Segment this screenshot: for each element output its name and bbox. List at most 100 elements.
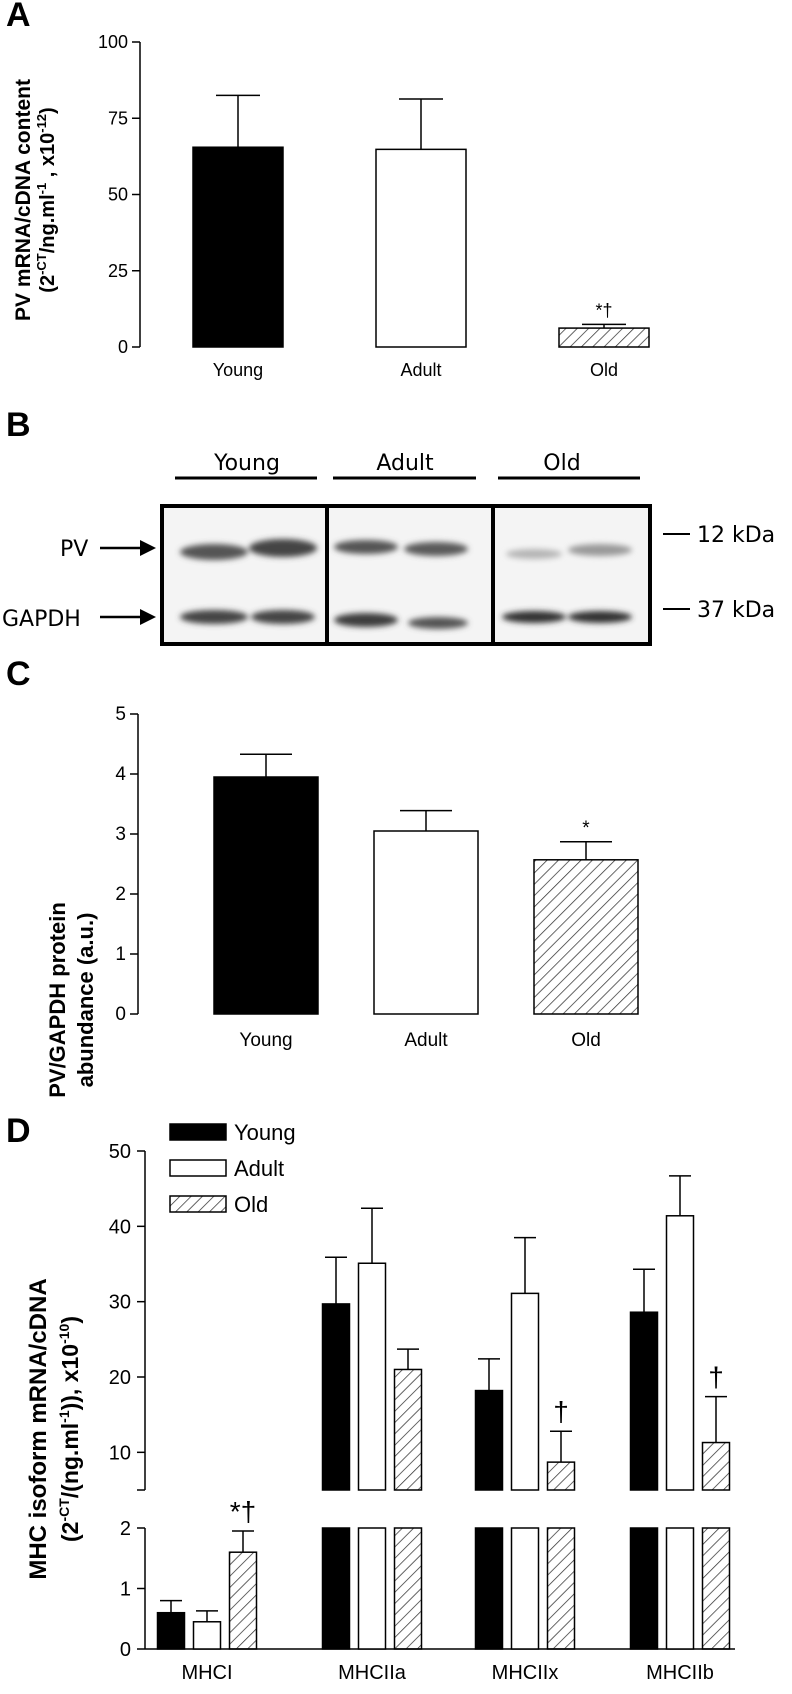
panel-d-ytick-label-upper-2: 30 [109,1292,131,1314]
panel-d-xlabel-0: MHCI [181,1662,232,1684]
panel-c-bar-adult [373,830,479,1015]
legend-label-young: Young [234,1120,296,1145]
panel-c-bar-old [533,859,639,1015]
panel-a-xlabel-0: Young [213,360,263,380]
panel-d-bar-mhciix-young-lower [474,1527,504,1650]
panel-d-ylabel-line2: (2-CT/(ng.ml-1)), x10-10) [56,1316,83,1542]
panel-c-ytick-label-5: 5 [115,704,126,725]
panel-a-ytick-label-3: 75 [108,108,128,128]
panel-d-bar-mhciib-old-upper [701,1441,731,1491]
panel-d-bar-mhciia-adult-upper [357,1262,387,1491]
blot-frame [160,504,652,646]
panel-d-bar-mhciix-old-upper [546,1461,576,1491]
pv-band-young-2 [249,539,317,557]
panel-c-xlabel-2: Old [571,1030,601,1051]
blot-row-pv: PV [60,537,88,562]
blot-group-adult: Adult [376,451,434,476]
panel-a-bar-young [192,146,284,348]
panel-c-annotation-2: * [582,818,590,839]
panel-d-bar-mhciib-young-lower [629,1527,659,1650]
panel-d-bar-mhciib-young-upper [629,1311,659,1491]
panel-d-bar-mhciib-old-annotation: † [708,1362,724,1393]
panel-d-xlabel-1: MHCIIa [338,1662,407,1684]
legend-label-old: Old [234,1192,268,1217]
panel-a-ytick-label-2: 50 [108,185,128,205]
panel-a-annotation-2: *† [595,300,612,320]
blot-row-pv-arrowhead [140,540,156,556]
panel-c-letter: C [6,655,31,693]
legend-swatch-old [169,1195,227,1213]
pv-band-adult-2 [404,542,468,556]
panel-d-bar-mhciib-adult-upper [665,1215,695,1491]
western-blot: Young Adult Old PV GAPDH 12 kDa 37 kDa [2,451,775,646]
panel-c-chart: PV/GAPDH protein abundance (a.u.) 0 1 2 3 4 5… [45,704,639,1098]
gapdh-band-old-2 [568,611,632,623]
panel-d-chart: MHC isoform mRNA/cDNA (2-CT/(ng.ml-1)), … [25,1120,735,1684]
panel-d-bar-mhciix-young-upper [474,1389,504,1491]
panel-d-bar-mhci-old [228,1551,258,1650]
gapdh-band-young-1 [180,610,248,624]
pv-band-young-1 [180,544,248,560]
marker-12kda: 12 kDa [697,523,775,548]
panel-d-bar-mhciib-old-lower [701,1527,731,1650]
panel-d-xlabel-2: MHCIIx [492,1662,559,1684]
panel-a-xlabel-1: Adult [400,360,441,380]
panel-c-ytick-label-2: 2 [115,884,126,905]
panel-a-bar-old [558,327,650,348]
panel-d-bar-mhciia-old-upper [393,1368,423,1491]
panel-d-bar-mhciia-old-lower [393,1527,423,1650]
marker-37kda: 37 kDa [697,598,775,623]
panel-d-bar-mhciia-young-lower [321,1527,351,1650]
panel-d-ytick-label-upper-3: 40 [109,1216,131,1238]
panel-d-bar-mhciix-adult-lower [510,1527,540,1650]
panel-d-bar-mhciix-old-lower [546,1527,576,1650]
gapdh-band-old-1 [502,611,566,623]
panel-d-ytick-label-lower-1: 1 [120,1579,131,1601]
panel-a-ytick-label-0: 0 [118,337,128,357]
panel-c-ytick-label-3: 3 [115,824,126,845]
panel-a-ytick-label-4: 100 [98,32,128,52]
panel-c-xlabel-1: Adult [404,1030,448,1051]
panel-a-bar-adult [375,148,467,348]
panel-a-ylabel-line2: (2-CT/ng.ml-1 , x10-12) [34,107,59,292]
panel-d-bar-mhciix-adult-upper [510,1292,540,1491]
panel-d-ytick-label-upper-1: 20 [109,1367,131,1389]
panel-d-bar-mhciib-adult-lower [665,1527,695,1650]
panel-c-ylabel-line1: PV/GAPDH protein [45,902,70,1098]
panel-c-bar-young [213,776,319,1015]
gapdh-band-adult-2 [408,617,468,629]
panel-c-ylabel-line2: abundance (a.u.) [73,913,98,1088]
panel-d-ytick-label-upper-0: 10 [109,1442,131,1464]
gapdh-band-adult-1 [334,613,398,627]
panel-d-bar-mhciia-adult-lower [357,1527,387,1650]
panel-b-letter: B [6,406,31,444]
panel-c-xlabel-0: Young [239,1030,292,1051]
blot-row-gapdh: GAPDH [2,607,81,632]
panel-d-ytick-label-lower-2: 2 [120,1518,131,1540]
pv-band-adult-1 [334,540,398,554]
pv-band-old-1 [506,549,562,559]
legend-label-adult: Adult [234,1156,284,1181]
pv-band-old-2 [568,544,632,556]
panel-d-bar-mhci-young [156,1611,186,1650]
legend-swatch-young [169,1123,227,1141]
panel-a-letter: A [6,0,31,34]
panel-d-ytick-label-lower-0: 0 [120,1639,131,1661]
panel-c-ytick-label-1: 1 [115,944,126,965]
blot-group-old: Old [543,451,580,476]
panel-d-ylabel-line1: MHC isoform mRNA/cDNA [25,1278,52,1579]
panel-c-ytick-label-0: 0 [115,1004,126,1025]
panel-d-ytick-label-upper-4: 50 [109,1141,131,1163]
panel-a-chart: PV mRNA/cDNA content (2-CT/ng.ml-1 , x10… [12,32,650,380]
blot-row-gapdh-arrowhead [140,609,156,625]
gapdh-band-young-2 [251,610,315,624]
panel-d-bar-mhciix-old-annotation: † [553,1396,569,1427]
blot-group-young: Young [213,451,280,476]
panel-d-bar-mhci-old-annotation: *† [230,1496,256,1527]
panel-a-ylabel-line1: PV mRNA/cDNA content [12,79,35,321]
legend-swatch-adult [169,1159,227,1177]
panel-c-ytick-label-4: 4 [115,764,126,785]
panel-d-bar-mhci-adult [192,1621,222,1650]
panel-d-bar-mhciia-young-upper [321,1303,351,1491]
panel-d-letter: D [6,1112,31,1150]
